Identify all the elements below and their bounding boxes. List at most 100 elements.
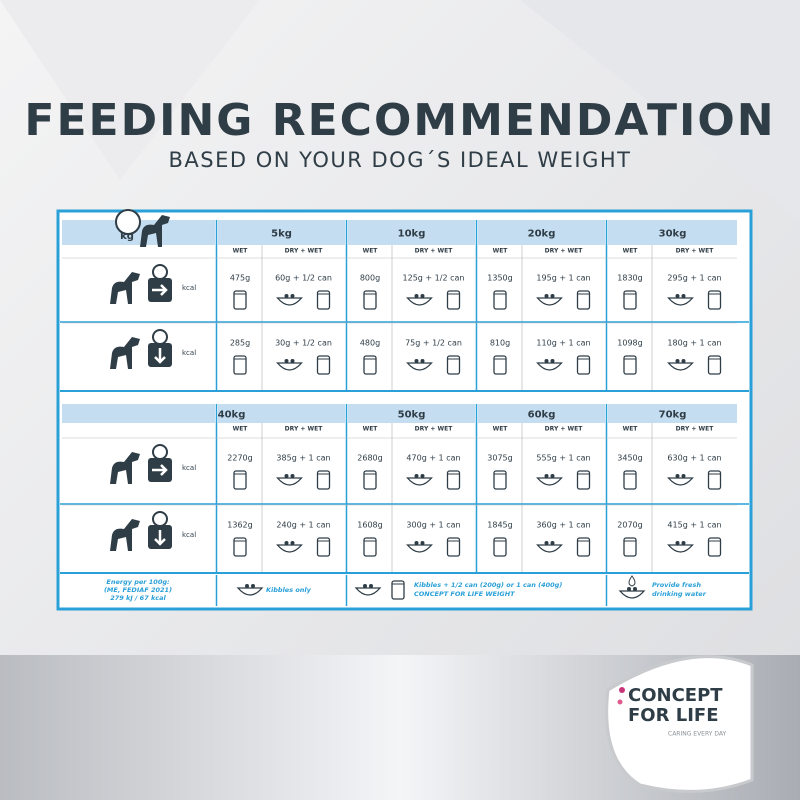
facet bbox=[520, 0, 800, 220]
kcal-label: kcal bbox=[182, 349, 196, 357]
logo-text: CONCEPT bbox=[628, 685, 723, 706]
facet bbox=[0, 0, 260, 180]
energy-note: 279 kJ / 67 kcal bbox=[110, 594, 166, 602]
dry-wet-amount: 110g + 1 can bbox=[536, 339, 590, 348]
kibble bbox=[414, 541, 419, 545]
can-icon bbox=[363, 290, 377, 310]
logo-dot bbox=[619, 687, 625, 693]
dry-wet-amount: 415g + 1 can bbox=[667, 521, 721, 530]
wet-amount: 3450g bbox=[617, 454, 642, 463]
weight-label: 60kg bbox=[528, 410, 556, 421]
kcal-dial bbox=[152, 511, 168, 527]
wet-amount: 1608g bbox=[357, 521, 382, 530]
weight-header bbox=[478, 404, 605, 423]
bowl-icon bbox=[236, 587, 264, 596]
kibble bbox=[544, 474, 549, 478]
can-icon bbox=[391, 580, 405, 600]
dry-wet-amount: 630g + 1 can bbox=[667, 454, 721, 463]
kibble bbox=[681, 474, 686, 478]
weight-label: 30kg bbox=[659, 229, 687, 240]
water-note: drinking water bbox=[652, 590, 707, 598]
mix-note: CONCEPT FOR LIFE WEIGHT bbox=[414, 590, 515, 598]
can-icon bbox=[623, 537, 637, 557]
dry-wet-amount: 60g + 1/2 can bbox=[275, 274, 332, 283]
subtitle: BASED ON YOUR DOG´S IDEAL WEIGHT bbox=[169, 148, 632, 172]
dog-icon bbox=[110, 337, 140, 369]
kibble bbox=[681, 541, 686, 545]
kibble bbox=[290, 359, 295, 363]
can-icon bbox=[707, 470, 722, 490]
kibble bbox=[284, 359, 289, 363]
weight-label: 20kg bbox=[528, 229, 556, 240]
bowl-icon bbox=[276, 297, 303, 306]
bowl-icon bbox=[667, 544, 694, 553]
can-icon bbox=[446, 355, 461, 375]
wet-amount: 285g bbox=[230, 339, 250, 348]
weight-header bbox=[218, 404, 345, 423]
mix-note: Kibbles + 1/2 can (200g) or 1 can (400g) bbox=[414, 581, 562, 589]
kcal-dial bbox=[152, 329, 168, 345]
kibble bbox=[681, 359, 686, 363]
kibble bbox=[284, 294, 289, 298]
kibble bbox=[675, 474, 680, 478]
kibble bbox=[420, 294, 425, 298]
can-icon bbox=[316, 537, 331, 557]
kibble bbox=[675, 541, 680, 545]
weight-header bbox=[478, 220, 605, 245]
weight-header bbox=[608, 220, 737, 245]
weight-header bbox=[348, 404, 475, 423]
can-icon bbox=[316, 355, 331, 375]
wet-label: WET bbox=[363, 248, 379, 255]
wet-label: WET bbox=[233, 248, 249, 255]
wet-amount: 3075g bbox=[487, 454, 512, 463]
kibble bbox=[363, 584, 367, 588]
dry-label: DRY + WET bbox=[545, 426, 584, 433]
bowl-icon bbox=[276, 477, 303, 486]
dry-label: DRY + WET bbox=[285, 248, 324, 255]
dry-label: DRY + WET bbox=[415, 426, 454, 433]
dry-wet-amount: 360g + 1 can bbox=[536, 521, 590, 530]
can-icon bbox=[363, 470, 377, 490]
can-icon bbox=[233, 355, 247, 375]
wet-label: WET bbox=[493, 426, 509, 433]
drop-icon bbox=[628, 575, 636, 587]
dog-icon bbox=[110, 452, 140, 484]
dry-wet-amount: 30g + 1/2 can bbox=[275, 339, 332, 348]
energy-note: Energy per 100g: bbox=[106, 578, 170, 586]
wet-amount: 1350g bbox=[487, 274, 512, 283]
can-icon bbox=[316, 470, 331, 490]
wet-label: WET bbox=[493, 248, 509, 255]
bowl-icon bbox=[406, 544, 433, 553]
block-header-left bbox=[62, 404, 215, 423]
can-icon bbox=[493, 290, 507, 310]
dry-wet-amount: 385g + 1 can bbox=[276, 454, 330, 463]
can-icon bbox=[363, 355, 377, 375]
kibble bbox=[550, 359, 555, 363]
kibble bbox=[550, 474, 555, 478]
energy-note: (ME, FEDIAF 2021) bbox=[104, 586, 172, 594]
wet-label: WET bbox=[233, 426, 249, 433]
can-icon bbox=[233, 290, 247, 310]
dry-wet-amount: 240g + 1 can bbox=[276, 521, 330, 530]
dry-wet-amount: 300g + 1 can bbox=[406, 521, 460, 530]
kcal-label: kcal bbox=[182, 284, 196, 292]
can-icon bbox=[576, 290, 591, 310]
wet-amount: 2680g bbox=[357, 454, 382, 463]
can-icon bbox=[623, 470, 637, 490]
can-icon bbox=[707, 290, 722, 310]
dry-label: DRY + WET bbox=[415, 248, 454, 255]
can-icon bbox=[316, 290, 331, 310]
dry-wet-amount: 195g + 1 can bbox=[536, 274, 590, 283]
dry-label: DRY + WET bbox=[545, 248, 584, 255]
kibble bbox=[544, 359, 549, 363]
dry-label: DRY + WET bbox=[285, 426, 324, 433]
bowl-icon bbox=[618, 590, 646, 599]
bowl-icon bbox=[667, 297, 694, 306]
bowl-icon bbox=[406, 477, 433, 486]
kibble bbox=[675, 294, 680, 298]
wet-amount: 2270g bbox=[227, 454, 252, 463]
logo-shield bbox=[605, 655, 754, 793]
arrow bbox=[152, 284, 168, 296]
can-icon bbox=[233, 537, 247, 557]
wet-label: WET bbox=[363, 426, 379, 433]
